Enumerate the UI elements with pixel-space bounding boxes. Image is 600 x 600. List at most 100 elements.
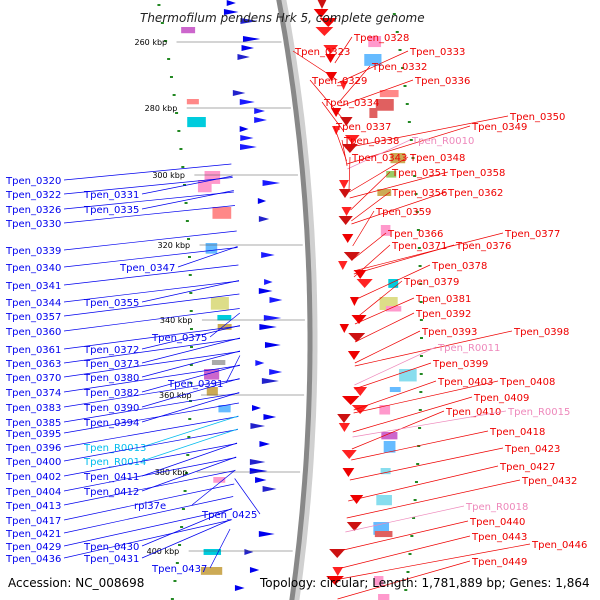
guide-dot: [419, 301, 423, 303]
gene-label: Tpen_0403: [437, 377, 493, 388]
gene-label: Tpen_0436: [5, 554, 61, 565]
reverse-gene-arrow: [351, 405, 369, 414]
gene-leader-line: [141, 325, 241, 350]
feature-block: [203, 549, 222, 555]
gene-leader-line: [354, 362, 432, 390]
forward-gene-arrow: [249, 468, 268, 474]
gene-leader-line: [63, 351, 241, 378]
guide-dot: [417, 247, 421, 249]
guide-dot: [175, 562, 179, 564]
gene-label: Tpen_0370: [5, 373, 61, 384]
gene-leader-line: [63, 402, 239, 434]
gene-leader-line: [141, 364, 240, 393]
gene-leader-line: [352, 396, 473, 433]
reverse-gene-arrow: [356, 279, 373, 288]
gene-leader-line: [209, 528, 231, 569]
guide-dot: [398, 49, 402, 51]
guide-dot: [395, 31, 399, 33]
gene-leader-line: [333, 125, 347, 162]
reverse-gene-arrow: [329, 549, 346, 558]
guide-dot: [189, 382, 193, 384]
feature-block: [211, 360, 226, 366]
gene-label: Tpen_R0010: [411, 136, 474, 147]
guide-dot: [179, 148, 183, 150]
gene-leader-line: [141, 508, 233, 547]
gene-leader-line: [292, 50, 338, 81]
feature-block: [383, 441, 396, 453]
gene-label: Tpen_0351: [391, 168, 447, 179]
gene-label: Tpen_0347: [119, 263, 175, 274]
guide-dot: [404, 589, 408, 591]
forward-gene-arrow: [239, 99, 255, 105]
gene-leader-line: [351, 410, 445, 450]
gene-leader-line: [63, 308, 240, 332]
gene-leader-line: [345, 115, 509, 149]
feature-block: [187, 117, 206, 128]
gene-leader-line: [353, 380, 499, 414]
feature-block: [379, 90, 399, 98]
gene-leader-line: [343, 520, 469, 551]
gene-leader-line: [63, 293, 240, 317]
forward-gene-arrow: [254, 108, 265, 114]
guide-dot: [406, 571, 410, 573]
reverse-gene-arrow: [347, 351, 361, 360]
gene-leader-line: [63, 378, 240, 408]
reverse-gene-arrow: [332, 567, 344, 576]
gene-label: Tpen_R0013: [83, 443, 146, 454]
gene-leader-line: [63, 338, 241, 364]
gene-label: Tpen_0333: [409, 47, 465, 58]
gene-label: Tpen_0331: [83, 190, 139, 201]
forward-gene-arrow: [258, 216, 270, 222]
gene-label: rpl37e: [134, 501, 166, 512]
gene-label: Tpen_0390: [83, 403, 139, 414]
gene-leader-line: [141, 442, 238, 477]
gene-label: Tpen_0381: [415, 294, 471, 305]
gene-label: Tpen_0395: [5, 429, 61, 440]
gene-leader-line: [63, 519, 232, 559]
gene-label: Tpen_0355: [83, 298, 139, 309]
gene-leader-line: [63, 191, 234, 210]
gene-leader-line: [353, 244, 455, 275]
gene-leader-line: [63, 429, 238, 462]
gene-leader-line: [141, 350, 241, 378]
guide-dot: [418, 409, 422, 411]
gene-leader-line: [337, 50, 409, 84]
gene-label: Tpen_0356: [391, 188, 447, 199]
forward-gene-arrow: [269, 369, 283, 375]
gene-leader-line: [352, 410, 507, 438]
gene-leader-line: [225, 355, 241, 384]
guide-dot: [189, 328, 193, 330]
forward-gene-arrow: [239, 126, 249, 132]
forward-gene-arrow: [240, 144, 257, 150]
forward-gene-arrow: [234, 585, 245, 591]
feature-block: [217, 315, 232, 321]
gene-label: Tpen_0427: [499, 462, 555, 473]
feature-block: [217, 324, 232, 330]
forward-gene-arrow: [244, 549, 254, 555]
guide-dot: [419, 337, 423, 339]
forward-gene-arrow: [242, 36, 261, 42]
feature-block: [376, 495, 392, 506]
guide-dot: [416, 229, 420, 231]
guide-dot: [184, 202, 188, 204]
feature-tracks: [157, 0, 423, 600]
gene-label: Tpen_0330: [5, 219, 61, 230]
guide-dot: [185, 220, 189, 222]
gene-label: Tpen_0398: [513, 327, 569, 338]
gene-leader-line: [354, 297, 415, 325]
gene-leader-line: [341, 535, 471, 569]
gene-label: Tpen_0348: [409, 153, 465, 164]
guide-dot: [181, 508, 185, 510]
feature-block: [200, 567, 223, 575]
guide-dot: [419, 355, 423, 357]
gene-label: Tpen_0423: [504, 444, 560, 455]
gene-leader-line: [141, 428, 238, 462]
gene-leader-line: [346, 479, 521, 519]
guide-dot: [175, 112, 179, 114]
gene-leader-line: [351, 430, 489, 461]
reverse-gene-arrow: [339, 180, 349, 189]
gene-leader-line: [191, 469, 236, 506]
reverse-gene-arrow: [315, 27, 334, 36]
gene-label: Tpen_0380: [83, 373, 139, 384]
